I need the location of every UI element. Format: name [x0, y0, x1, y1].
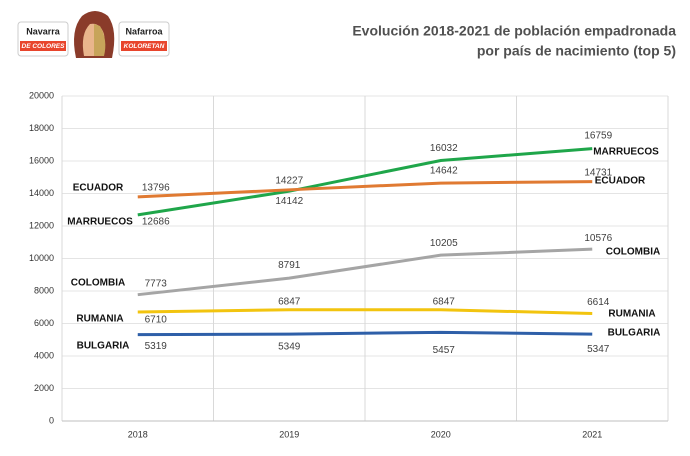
y-tick-label: 0	[49, 415, 54, 425]
value-label: 10205	[430, 238, 458, 249]
chart-title: Evolución 2018-2021 de población empadro…	[352, 23, 676, 39]
value-label: 6847	[433, 296, 456, 307]
logo-left: Navarra DE COLORES	[17, 21, 69, 57]
series-line	[137, 247, 593, 297]
y-tick-label: 6000	[34, 318, 54, 328]
series-name-right: COLOMBIA	[606, 247, 660, 258]
value-label: 14227	[275, 175, 303, 186]
logo-text: KOLORETAN	[124, 43, 165, 50]
series-name-right: BULGARIA	[608, 328, 661, 339]
series-line	[137, 330, 593, 337]
value-label: 16032	[430, 143, 458, 154]
x-tick-label: 2021	[582, 429, 602, 439]
series-name-right: MARRUECOS	[593, 147, 659, 158]
value-label: 14642	[430, 166, 458, 177]
series-line	[137, 147, 593, 217]
series-name-left: RUMANIA	[76, 314, 123, 325]
y-tick-label: 10000	[29, 253, 54, 263]
logo-text: Nafarroa	[125, 26, 163, 36]
series-line	[137, 308, 593, 316]
value-label: 10576	[584, 233, 612, 244]
value-label: 5319	[145, 341, 168, 352]
logo-right: Nafarroa KOLORETAN	[118, 21, 170, 57]
y-tick-label: 2000	[34, 383, 54, 393]
x-tick-label: 2020	[431, 429, 451, 439]
value-label: 12686	[142, 216, 170, 227]
value-label: 13796	[142, 182, 170, 193]
series-name-left: MARRUECOS	[67, 217, 133, 228]
x-tick-label: 2019	[279, 429, 299, 439]
logo-face	[74, 11, 115, 58]
value-label: 16759	[584, 130, 612, 141]
value-label: 6847	[278, 296, 301, 307]
series-name-right: RUMANIA	[608, 309, 655, 320]
logo-text: Navarra	[26, 26, 61, 36]
value-label: 8791	[278, 260, 301, 271]
value-label: 5457	[433, 345, 456, 356]
value-label: 6614	[587, 297, 610, 308]
y-tick-label: 4000	[34, 350, 54, 360]
series-name-right: ECUADOR	[595, 176, 646, 187]
y-tick-label: 20000	[29, 90, 54, 100]
value-label: 14142	[275, 196, 303, 207]
series-name-left: COLOMBIA	[71, 278, 125, 289]
chart-subtitle: por país de nacimiento (top 5)	[477, 43, 676, 59]
y-tick-label: 14000	[29, 188, 54, 198]
y-tick-label: 8000	[34, 285, 54, 295]
series-name-left: BULGARIA	[77, 341, 130, 352]
value-label: 7773	[145, 278, 168, 289]
y-tick-label: 12000	[29, 220, 54, 230]
value-label: 6710	[145, 315, 168, 326]
x-tick-label: 2018	[128, 429, 148, 439]
series-line	[137, 180, 593, 199]
y-tick-label: 18000	[29, 123, 54, 133]
value-label: 14731	[584, 167, 612, 178]
y-tick-label: 16000	[29, 155, 54, 165]
logo-band	[121, 41, 167, 51]
value-label: 5349	[278, 342, 301, 353]
logo-band	[20, 41, 66, 51]
series-name-left: ECUADOR	[73, 183, 124, 194]
value-label: 5347	[587, 344, 610, 355]
logo-text: DE COLORES	[22, 43, 66, 50]
